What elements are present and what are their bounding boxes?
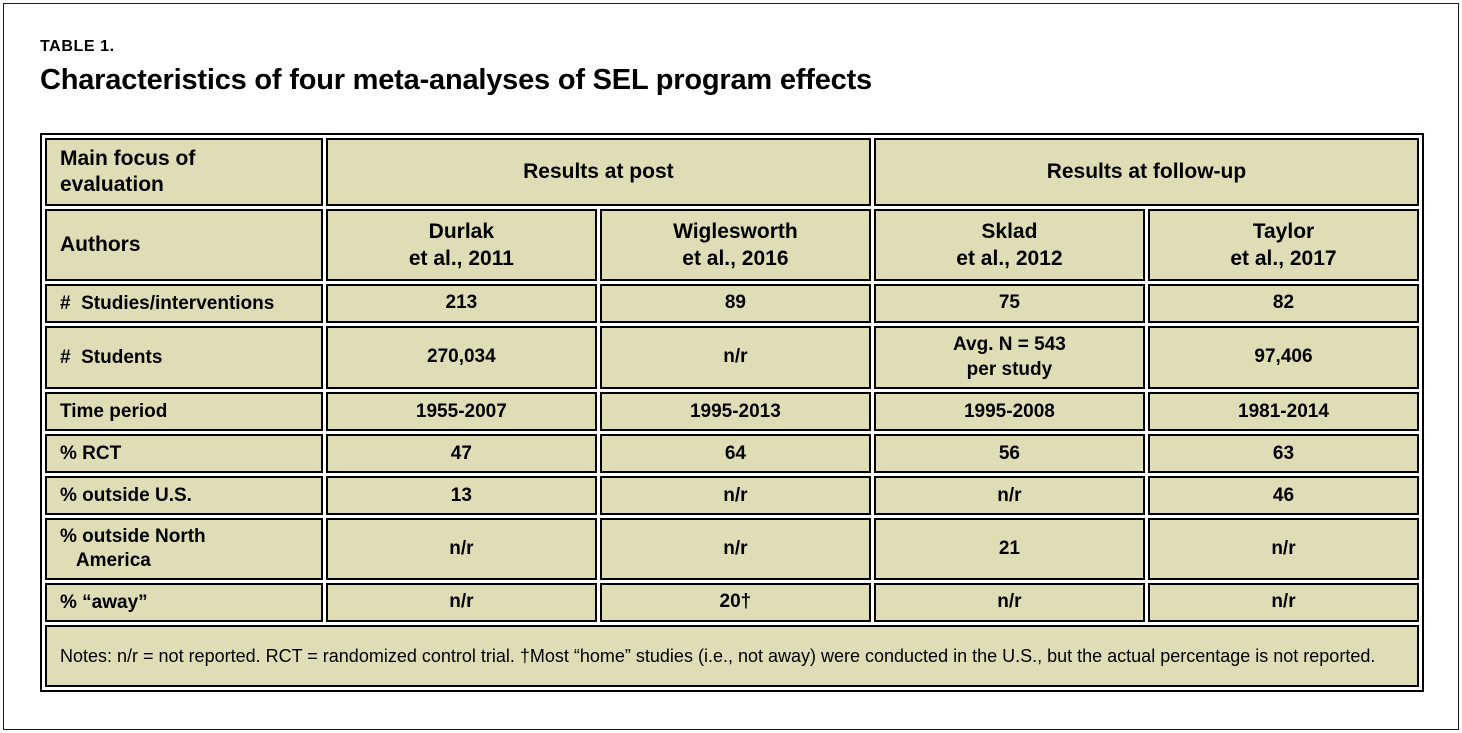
- table-cell: n/r: [599, 476, 871, 516]
- table-cell: 46: [1147, 476, 1419, 516]
- table-cell: 1981-2014: [1147, 392, 1419, 432]
- header-author-sklad: Sklad et al., 2012: [873, 209, 1145, 281]
- table-cell: 270,034: [325, 326, 597, 390]
- table-number-label: TABLE 1.: [40, 38, 115, 55]
- table-cell: n/r: [1147, 518, 1419, 580]
- row-label-outside-us: % outside U.S.: [45, 476, 323, 516]
- table-cell: n/r: [873, 476, 1145, 516]
- row-label-rct: % RCT: [45, 434, 323, 474]
- table-cell: 63: [1147, 434, 1419, 474]
- page-title: Characteristics of four meta-analyses of…: [40, 64, 872, 96]
- table-cell: 1995-2013: [599, 392, 871, 432]
- row-label-outside-north-america: % outside North America: [45, 518, 323, 580]
- header-authors-label: Authors: [45, 209, 323, 281]
- table-cell: Avg. N = 543 per study: [873, 326, 1145, 390]
- table-cell: 1995-2008: [873, 392, 1145, 432]
- table-cell: 64: [599, 434, 871, 474]
- row-label-time-period: Time period: [45, 392, 323, 432]
- table-cell: n/r: [1147, 582, 1419, 622]
- table-row: Notes: n/r = not reported. RCT = randomi…: [45, 624, 1419, 687]
- header-results-followup: Results at follow-up: [873, 138, 1419, 206]
- table-cell: 56: [873, 434, 1145, 474]
- table-cell: 213: [325, 284, 597, 323]
- table-cell: 47: [325, 434, 597, 474]
- table-cell: n/r: [325, 582, 597, 622]
- page-frame: TABLE 1. Characteristics of four meta-an…: [3, 3, 1459, 730]
- header-author-taylor: Taylor et al., 2017: [1147, 209, 1419, 281]
- table-cell: n/r: [599, 326, 871, 390]
- table-row: Main focus of evaluation Results at post…: [45, 138, 1419, 206]
- header-author-durlak: Durlak et al., 2011: [325, 209, 597, 281]
- row-label-studies: # Studies/interventions: [45, 284, 323, 323]
- header-author-wiglesworth: Wiglesworth et al., 2016: [599, 209, 871, 281]
- table-row: # Students 270,034 n/r Avg. N = 543 per …: [45, 326, 1419, 390]
- header-results-post: Results at post: [325, 138, 871, 206]
- meta-analyses-table: Main focus of evaluation Results at post…: [40, 133, 1424, 692]
- row-label-students: # Students: [45, 326, 323, 390]
- table-row: Authors Durlak et al., 2011 Wiglesworth …: [45, 209, 1419, 281]
- table-row: % outside North America n/r n/r 21 n/r: [45, 518, 1419, 580]
- table-row: Time period 1955-2007 1995-2013 1995-200…: [45, 392, 1419, 432]
- table-row: % RCT 47 64 56 63: [45, 434, 1419, 474]
- row-label-away: % “away”: [45, 582, 323, 622]
- table-row: % outside U.S. 13 n/r n/r 46: [45, 476, 1419, 516]
- table-cell: 21: [873, 518, 1145, 580]
- table-cell: 1955-2007: [325, 392, 597, 432]
- table-cell: 89: [599, 284, 871, 323]
- table-cell: 97,406: [1147, 326, 1419, 390]
- table-cell: n/r: [873, 582, 1145, 622]
- header-main-focus: Main focus of evaluation: [45, 138, 323, 206]
- table-row: % “away” n/r 20† n/r n/r: [45, 582, 1419, 622]
- table-cell: 75: [873, 284, 1145, 323]
- table-row: # Studies/interventions 213 89 75 82: [45, 284, 1419, 323]
- table-cell: 20†: [599, 582, 871, 622]
- table-notes: Notes: n/r = not reported. RCT = randomi…: [45, 624, 1419, 687]
- table-cell: n/r: [599, 518, 871, 580]
- table-cell: n/r: [325, 518, 597, 580]
- table-cell: 82: [1147, 284, 1419, 323]
- table-cell: 13: [325, 476, 597, 516]
